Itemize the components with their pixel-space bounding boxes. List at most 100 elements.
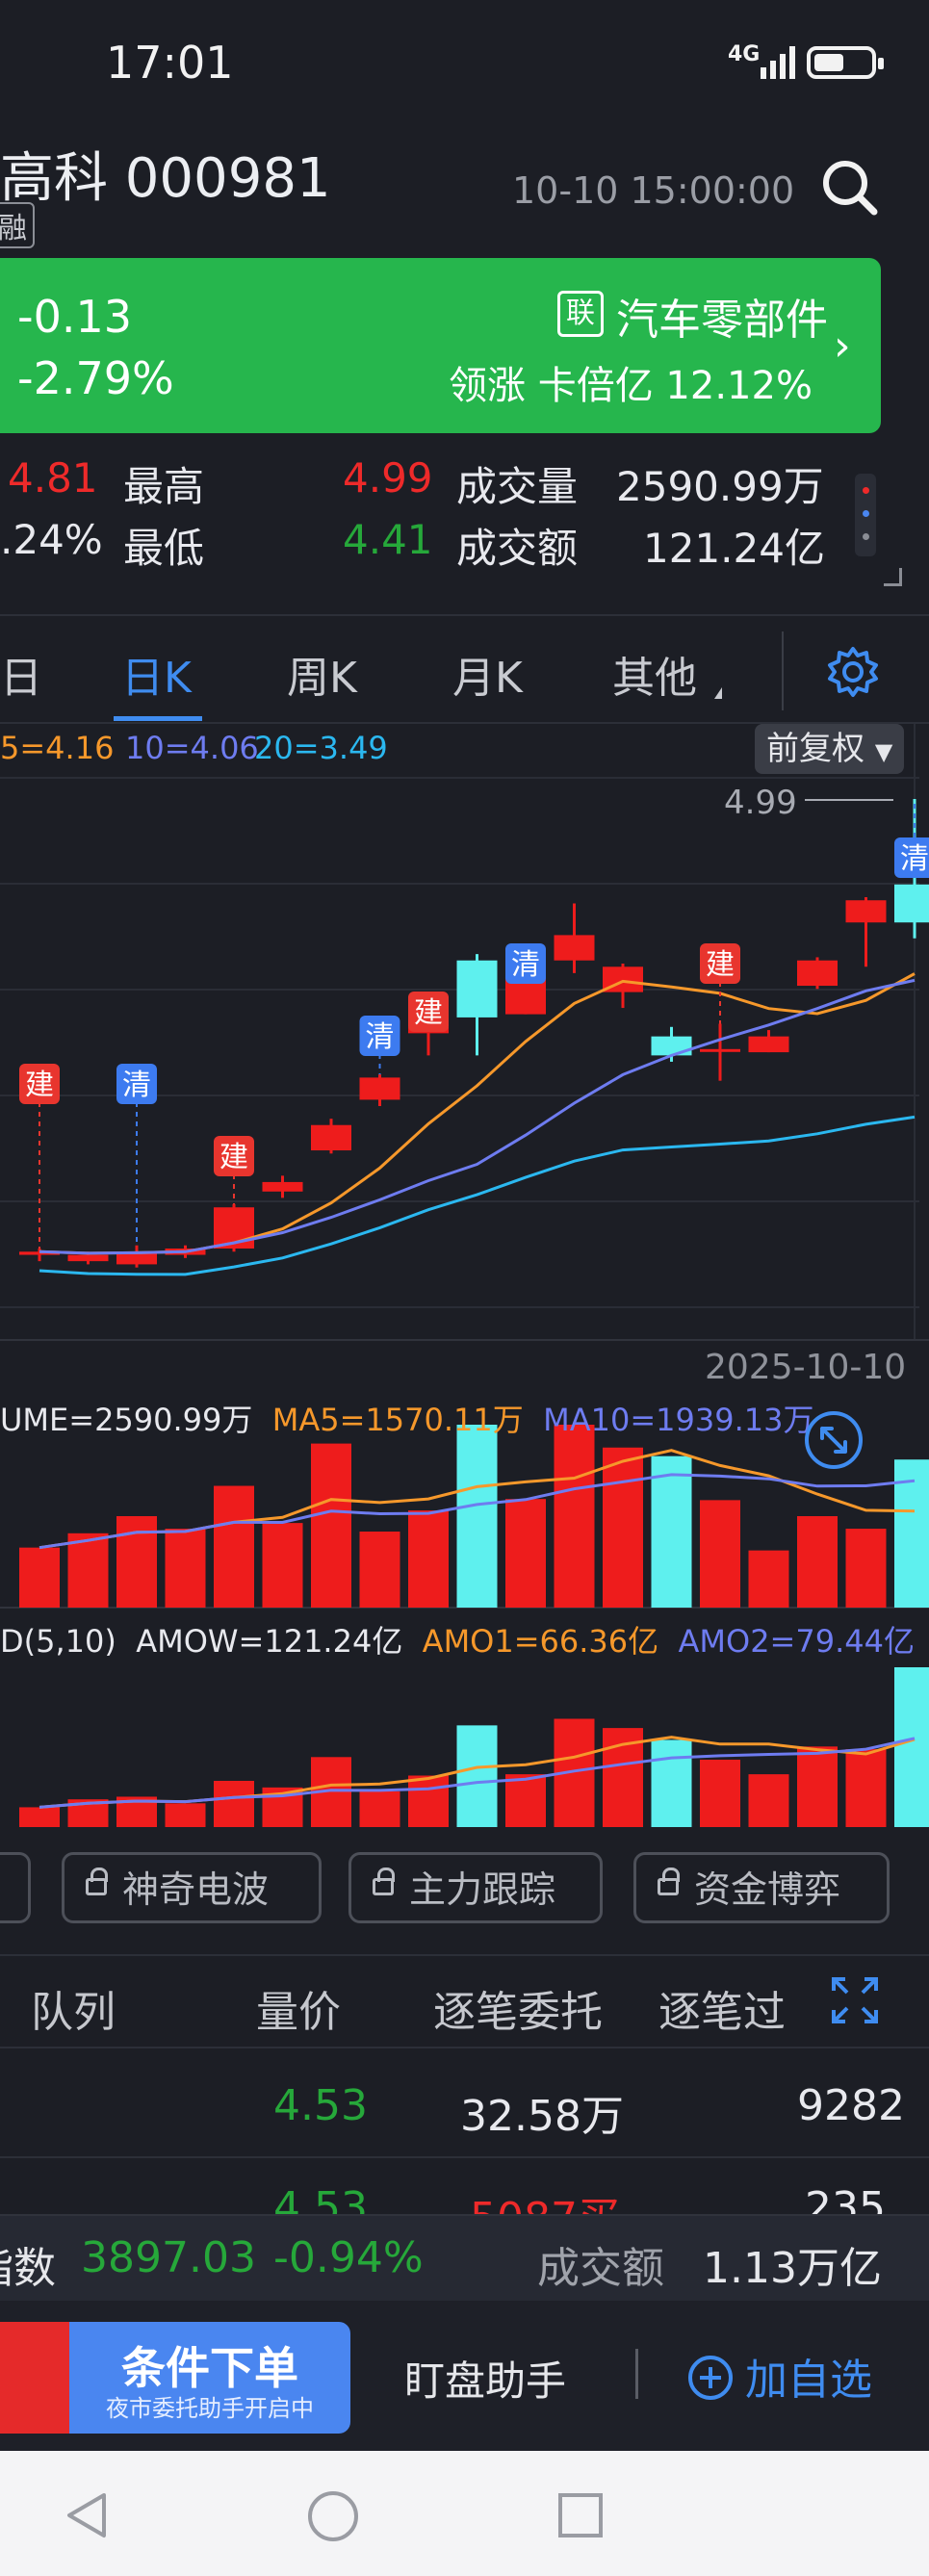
volume-bar bbox=[894, 1459, 929, 1608]
volume-bar bbox=[67, 1533, 109, 1608]
amount-legend: D(5,10) AMOW=121.24亿 AMO1=66.36亿 AMO2=79… bbox=[0, 1617, 915, 1662]
volume-bar bbox=[554, 1425, 595, 1608]
amount-bar bbox=[408, 1775, 449, 1827]
more-dots-icon[interactable] bbox=[855, 474, 876, 556]
plus-circle-icon[interactable] bbox=[687, 2355, 734, 2401]
sector-leader: 领涨 卡倍亿 12.12% bbox=[449, 364, 813, 408]
marker-badge bbox=[359, 1016, 400, 1056]
amount-bar bbox=[505, 1774, 546, 1827]
amount-bar bbox=[456, 1725, 498, 1827]
home-icon[interactable] bbox=[306, 2489, 360, 2543]
index-bar[interactable] bbox=[0, 2214, 929, 2303]
volume-bar bbox=[456, 1425, 498, 1608]
low-label: 最低 bbox=[123, 525, 205, 572]
feature-label: 神奇电波 bbox=[122, 1868, 270, 1911]
amo-legend-amo1: AMO1=66.36亿 bbox=[422, 1623, 659, 1660]
recents-icon[interactable] bbox=[556, 2491, 605, 2539]
index-label: 指数 bbox=[0, 2244, 56, 2293]
amount-bar bbox=[165, 1803, 206, 1827]
system-nav-bar bbox=[0, 2451, 929, 2576]
trade-button[interactable] bbox=[0, 2322, 69, 2434]
marker-label: 清 bbox=[122, 1069, 151, 1102]
price-change-pct: -2.79% bbox=[17, 352, 174, 404]
amount-bar bbox=[845, 1749, 887, 1827]
candle-body bbox=[67, 1254, 109, 1262]
index-amount: 1.13万亿 bbox=[703, 2244, 882, 2293]
tab-monthly-k[interactable]: 月K bbox=[452, 654, 523, 703]
gear-icon[interactable] bbox=[824, 643, 882, 701]
marker-badge bbox=[214, 1136, 254, 1176]
kline-chart[interactable]: 建清建清建清 建清 bbox=[0, 724, 929, 1848]
dropdown-icon bbox=[714, 687, 722, 699]
marker-badge bbox=[408, 992, 449, 1032]
stock-name: 高科 000981 bbox=[0, 147, 331, 210]
volume-bar bbox=[408, 1510, 449, 1608]
sector-banner[interactable] bbox=[0, 258, 881, 433]
back-icon[interactable] bbox=[62, 2489, 110, 2541]
candle-body bbox=[894, 884, 929, 923]
marker-label: 清 bbox=[900, 842, 929, 876]
tab-daily-k[interactable]: 日K bbox=[121, 654, 192, 703]
volume-bar bbox=[165, 1529, 206, 1608]
candle-body bbox=[797, 960, 838, 987]
marker-label: 清 bbox=[511, 948, 540, 982]
fullscreen-icon[interactable] bbox=[830, 1975, 880, 2025]
high-label: 最高 bbox=[123, 463, 205, 510]
feature-button-wave[interactable]: 神奇电波 bbox=[62, 1852, 322, 1923]
kline-tabs bbox=[0, 614, 929, 724]
candle-body bbox=[700, 1048, 740, 1052]
candle-body bbox=[19, 1251, 60, 1255]
tab-divider bbox=[782, 631, 784, 710]
amo-legend-prefix: D(5,10) bbox=[0, 1623, 116, 1660]
ob-tab-price-volume[interactable]: 量价 bbox=[256, 1988, 341, 2037]
conditional-order-label: 条件下单 bbox=[121, 2342, 298, 2394]
candle-body bbox=[262, 1181, 303, 1192]
conditional-order-button[interactable] bbox=[69, 2322, 350, 2434]
ob-tab-queue[interactable]: 队列 bbox=[31, 1988, 116, 2037]
ma10-line bbox=[39, 978, 916, 1255]
feature-label: 主力跟踪 bbox=[409, 1868, 556, 1911]
amount-bar bbox=[700, 1760, 740, 1827]
index-change: -0.94% bbox=[273, 2233, 424, 2282]
ma20-line bbox=[39, 1115, 916, 1276]
open-value: 4.81 bbox=[8, 454, 98, 502]
adjust-mode-button[interactable]: 前复权 ▼ bbox=[755, 724, 905, 774]
amount-label: 成交额 bbox=[456, 525, 579, 572]
vol-legend-ma5: MA5=1570.11万 bbox=[271, 1402, 524, 1438]
volume-bar bbox=[603, 1447, 643, 1608]
marker-label: 建 bbox=[219, 1141, 248, 1174]
marker-label: 建 bbox=[25, 1069, 54, 1102]
feature-button-partial[interactable] bbox=[0, 1852, 31, 1923]
signal-icon bbox=[761, 46, 795, 79]
volume-bar bbox=[651, 1455, 692, 1608]
candle-body bbox=[845, 900, 887, 923]
volume-value: 2590.99万 bbox=[616, 463, 824, 510]
tab-other[interactable]: 其他 bbox=[612, 654, 697, 703]
price-change: -0.13 bbox=[17, 291, 133, 343]
sector-name: 汽车零部件 bbox=[616, 296, 828, 345]
chevron-right-icon: › bbox=[834, 322, 851, 371]
ob-tab-orders[interactable]: 逐笔委托 bbox=[433, 1988, 603, 2037]
low-value: 4.41 bbox=[343, 516, 433, 563]
lock-icon bbox=[373, 1868, 395, 1895]
tab-timeshare[interactable]: 日 bbox=[0, 654, 42, 703]
resize-corner-icon[interactable] bbox=[884, 568, 902, 586]
ob-tab-trades[interactable]: 逐笔过 bbox=[658, 1988, 784, 2037]
amount-bar bbox=[748, 1774, 789, 1827]
tab-underline bbox=[114, 716, 202, 721]
volume-bar bbox=[845, 1529, 887, 1608]
feature-button-tracking[interactable]: 主力跟踪 bbox=[348, 1852, 603, 1923]
feature-button-capital[interactable]: 资金博弈 bbox=[633, 1852, 890, 1923]
volume-bar bbox=[214, 1485, 254, 1608]
monitor-assistant-button[interactable]: 盯盘助手 bbox=[404, 2357, 567, 2405]
amo-legend-amow: AMOW=121.24亿 bbox=[136, 1623, 403, 1660]
candle-body bbox=[311, 1124, 351, 1151]
search-icon[interactable] bbox=[818, 156, 880, 218]
add-watchlist-button[interactable]: 加自选 bbox=[745, 2356, 872, 2405]
volume-bar bbox=[262, 1523, 303, 1608]
expand-icon[interactable] bbox=[803, 1409, 864, 1471]
high-price-label: 4.99 bbox=[724, 784, 797, 822]
vol-legend-ma10: MA10=1939.13万 bbox=[543, 1402, 814, 1438]
candle-body bbox=[554, 935, 595, 961]
tab-weekly-k[interactable]: 周K bbox=[287, 654, 357, 703]
